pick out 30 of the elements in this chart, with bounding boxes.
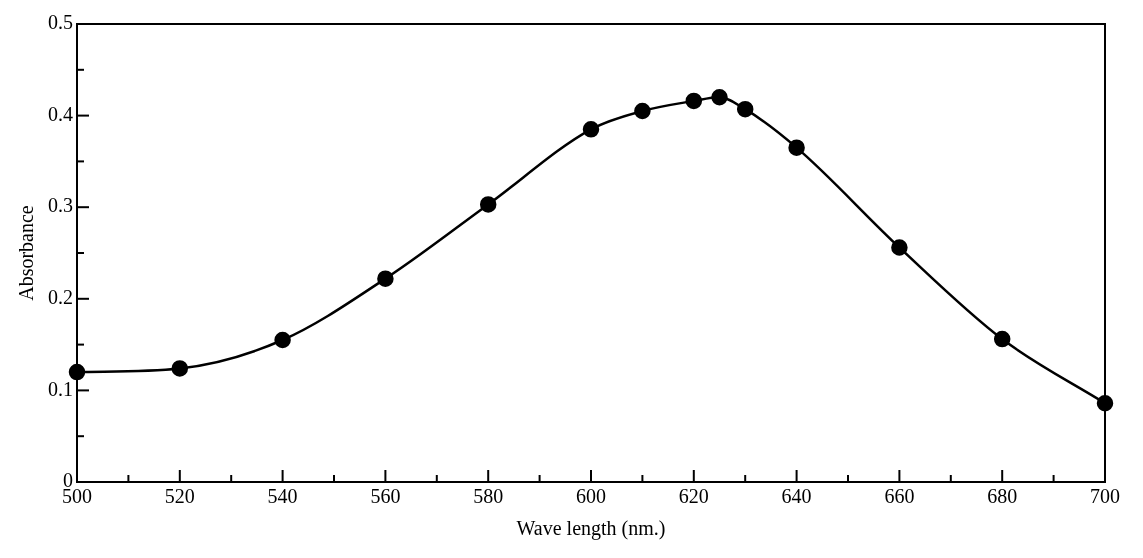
x-tick-label: 640 bbox=[781, 485, 812, 508]
point bbox=[479, 196, 497, 213]
x-tick-label: 560 bbox=[370, 485, 401, 508]
y-tick-label: 0.3 bbox=[48, 194, 73, 217]
point bbox=[171, 360, 189, 377]
point bbox=[274, 331, 291, 349]
point bbox=[891, 239, 908, 256]
point bbox=[582, 121, 600, 138]
point bbox=[634, 102, 651, 120]
y-tick-label: 0.1 bbox=[48, 377, 73, 400]
point bbox=[993, 330, 1011, 348]
point bbox=[377, 270, 394, 287]
point bbox=[736, 100, 754, 118]
x-tick-label: 660 bbox=[884, 485, 915, 508]
point bbox=[685, 92, 703, 110]
x-tick-label: 700 bbox=[1090, 485, 1120, 508]
x-tick-label: 600 bbox=[576, 485, 606, 508]
x-tick-label: 680 bbox=[987, 485, 1018, 508]
x-axis-title: Wave length (nm.) bbox=[516, 517, 666, 541]
y-tick-label: 0.4 bbox=[48, 102, 73, 125]
x-tick-label: 620 bbox=[678, 485, 709, 508]
x-tick-label: 520 bbox=[164, 485, 195, 508]
y-tick-label: 0.2 bbox=[48, 286, 73, 309]
point bbox=[788, 139, 805, 156]
y-tick-label: 0.5 bbox=[48, 11, 73, 34]
point bbox=[68, 363, 86, 381]
x-tick-label: 580 bbox=[473, 485, 504, 508]
y-axis-title: Absorbance bbox=[15, 205, 38, 301]
point bbox=[711, 89, 728, 106]
x-tick-label: 540 bbox=[267, 485, 298, 508]
